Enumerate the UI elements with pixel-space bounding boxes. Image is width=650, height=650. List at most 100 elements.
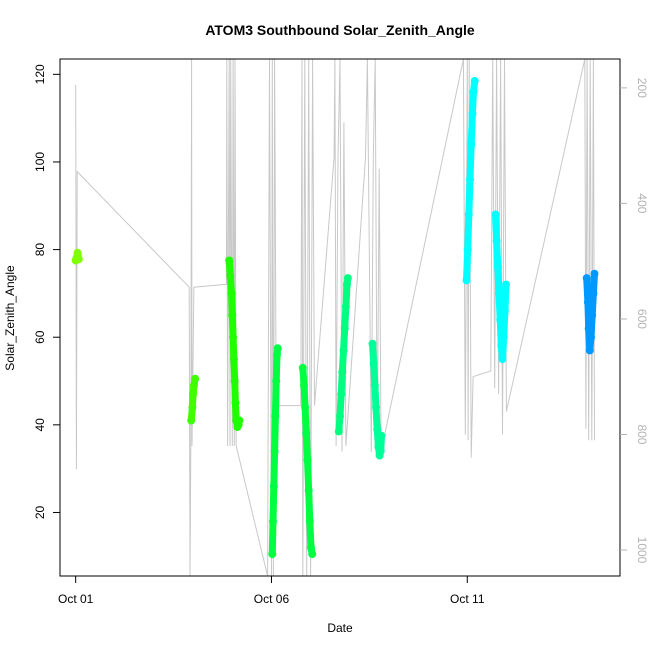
series-9-point-3 — [585, 346, 594, 355]
x-tick-label-1: Oct 06 — [254, 592, 290, 606]
series-8-point-3 — [495, 289, 503, 298]
y2-tick-label-4: 1000 — [635, 537, 649, 564]
series-6-point-4 — [373, 425, 382, 434]
series-6 — [368, 339, 386, 460]
secondary-y-axis: 200 400 600 800 1000 — [620, 78, 649, 564]
series-4-point-4 — [303, 455, 312, 464]
series-8-point-8 — [500, 306, 509, 315]
series-5-line — [335, 274, 352, 435]
y2-tick-label-1: 400 — [635, 193, 649, 213]
series-7-point-7 — [470, 76, 479, 85]
series-9 — [582, 269, 599, 355]
series-8-point-7 — [499, 333, 508, 342]
series-4-point-8 — [308, 550, 317, 559]
series-4-point-5 — [304, 486, 313, 495]
series-9-point-1 — [583, 298, 592, 307]
series-7 — [462, 76, 479, 285]
series-8-point-1 — [492, 236, 501, 245]
series-4-point-3 — [302, 429, 311, 438]
series-9-point-6 — [589, 289, 598, 298]
x-tick-label-2: Oct 11 — [450, 592, 485, 606]
series-5-point-6 — [341, 302, 350, 311]
data-series-layer — [71, 76, 599, 559]
series-5-point-2 — [337, 390, 346, 399]
series-3-point-1 — [269, 517, 277, 526]
series-5-point-0 — [334, 427, 343, 436]
gray-pressure-trace — [75, 58, 595, 577]
series-1-point-3 — [189, 381, 198, 390]
series-0 — [71, 248, 83, 265]
series-2-point-2 — [227, 289, 236, 298]
chart-title: ATOM3 Southbound Solar_Zenith_Angle — [205, 22, 475, 38]
series-4-point-6 — [305, 517, 314, 526]
series-3-point-5 — [272, 377, 281, 385]
x-axis: Oct 01 Oct 06 Oct 11 — [58, 575, 485, 606]
series-1-point-1 — [188, 403, 197, 412]
series-2-point-1 — [226, 271, 235, 280]
series-8-point-9 — [502, 280, 510, 289]
y2-tick-label-0: 200 — [635, 78, 649, 98]
series-2-point-11 — [235, 416, 244, 425]
series-6-point-2 — [370, 381, 379, 390]
series-5-point-5 — [340, 324, 349, 333]
series-1-point-4 — [191, 374, 200, 383]
series-3-point-3 — [270, 447, 279, 456]
series-5-point-1 — [336, 412, 344, 421]
y-tick-label-5: 120 — [33, 64, 47, 84]
series-2-point-4 — [229, 333, 238, 342]
series-6-point-0 — [368, 339, 377, 348]
series-8-line — [492, 211, 510, 363]
series-6-point-8 — [377, 431, 386, 440]
series-1-point-2 — [189, 390, 198, 399]
series-8-point-5 — [497, 342, 506, 350]
series-3-point-6 — [273, 350, 281, 359]
series-2-point-6 — [230, 377, 239, 385]
series-4 — [298, 363, 317, 559]
y-tick-label-4: 100 — [33, 152, 47, 172]
series-1-point-0 — [187, 416, 196, 425]
series-3-point-0 — [268, 550, 277, 559]
series-9-point-2 — [584, 324, 593, 333]
series-3-point-2 — [269, 482, 278, 491]
series-9-point-5 — [588, 311, 597, 320]
x-tick-label-0: Oct 01 — [58, 592, 94, 606]
series-5-point-3 — [338, 368, 347, 377]
series-0-point-3 — [74, 255, 83, 264]
series-8-point-6 — [498, 355, 507, 364]
series-7-point-3 — [466, 175, 474, 184]
y-tick-label-2: 60 — [33, 330, 47, 344]
series-8-point-0 — [491, 210, 500, 219]
y-axis: 20 40 60 80 100 120 — [33, 64, 60, 519]
series-5-point-8 — [343, 274, 352, 283]
y-tick-label-0: 20 — [33, 505, 47, 519]
series-4-point-2 — [301, 403, 310, 412]
y-tick-label-1: 40 — [33, 418, 47, 432]
y-tick-label-3: 80 — [33, 243, 47, 257]
series-4-point-7 — [307, 543, 315, 552]
series-7-point-4 — [467, 140, 476, 149]
series-2-point-7 — [231, 398, 240, 407]
series-8-point-2 — [493, 263, 502, 272]
series-4-point-0 — [298, 363, 307, 372]
series-0-point-2 — [73, 248, 82, 257]
series-5 — [334, 274, 352, 436]
x-axis-label: Date — [327, 621, 353, 635]
series-5-point-4 — [339, 346, 348, 355]
series-9-point-4 — [587, 333, 595, 342]
series-8 — [491, 210, 510, 364]
series-3 — [268, 344, 282, 559]
series-5-point-7 — [343, 280, 351, 289]
series-6-point-7 — [376, 447, 385, 456]
series-1 — [187, 374, 200, 425]
series-6-point-3 — [372, 403, 380, 412]
series-8-point-4 — [496, 315, 505, 324]
series-7-point-2 — [464, 210, 473, 219]
series-3-line — [268, 344, 282, 558]
series-3-point-4 — [271, 412, 280, 421]
series-7-point-0 — [462, 276, 471, 285]
series-2-point-5 — [229, 355, 238, 364]
series-4-point-1 — [300, 381, 308, 390]
series-7-point-5 — [468, 109, 477, 118]
series-2 — [225, 256, 244, 431]
